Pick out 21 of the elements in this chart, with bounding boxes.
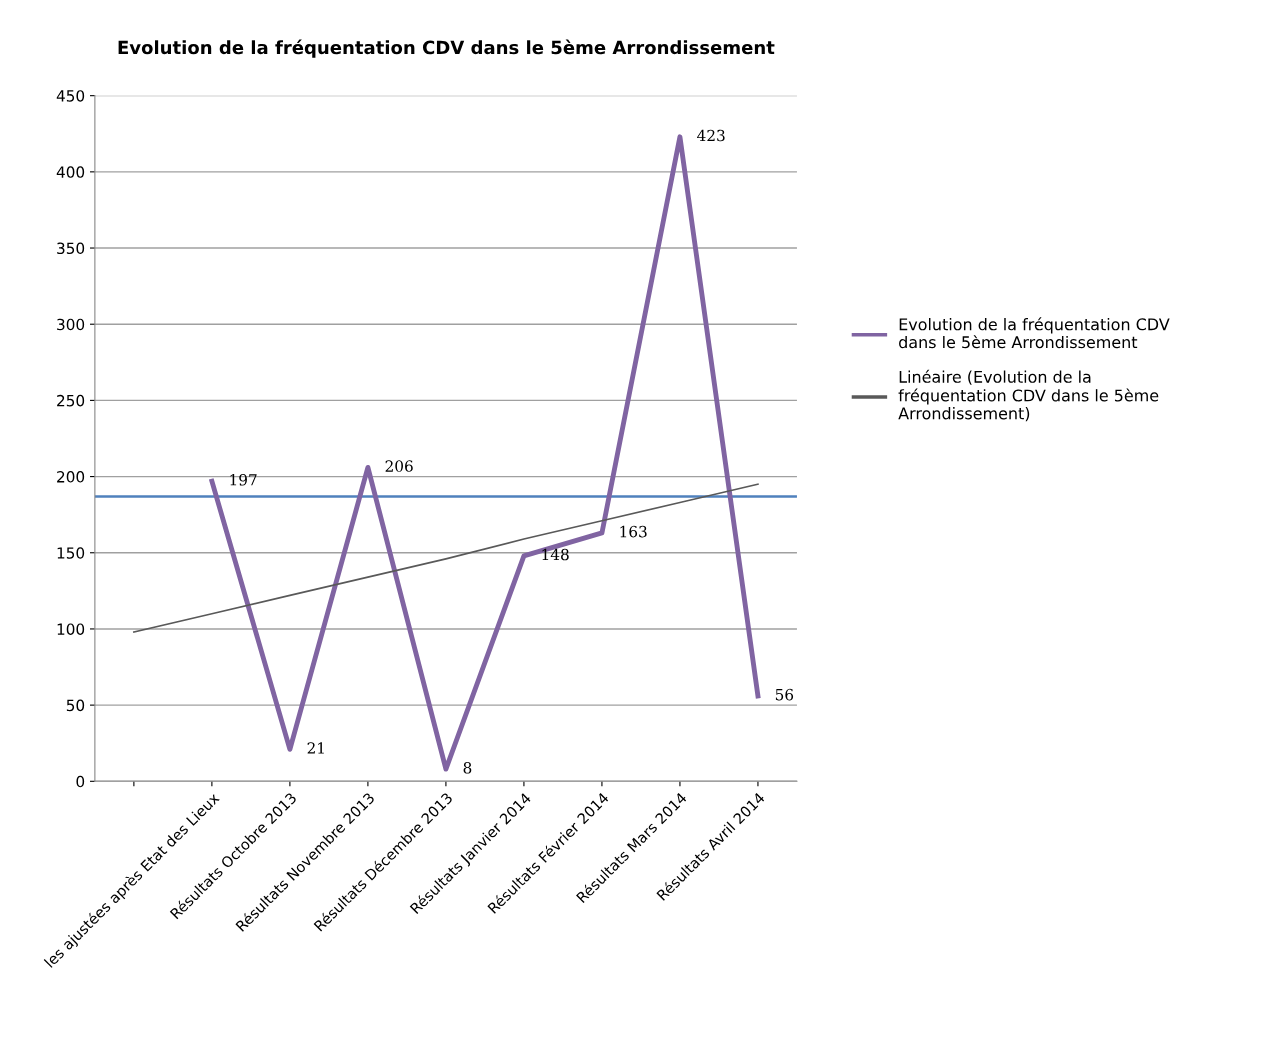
y-tick-label: 250 [57,394,85,407]
data-label: 8 [463,761,472,774]
data-label: 163 [620,525,647,538]
y-tick-label: 200 [57,471,85,483]
y-tick-label: 350 [57,242,85,255]
legend-label: Linéaire (Evolution de la fréquentation CDV dans le 5ème Arrondissement) [898,369,1159,422]
data-label: 197 [230,474,257,486]
chart-title: Evolution de la fréquentation CDV dans le 5ème Arrondissement [118,39,775,58]
y-tick-label: 150 [57,547,85,559]
y-tick-label: 450 [56,90,85,102]
data-label: 56 [775,688,794,701]
y-tick-label: 300 [57,318,85,331]
y-tick-label: 0 [76,775,85,788]
y-tick-label: 50 [66,699,85,712]
y-tick-label: 100 [57,623,85,635]
data-label: 423 [697,129,725,142]
data-label: 206 [385,460,413,472]
data-label: 21 [307,742,324,754]
legend-label: Evolution de la fréquentation CDV dans le 5ème Arrondissement [899,317,1170,349]
data-label: 148 [542,548,569,561]
y-tick-label: 400 [56,166,85,178]
